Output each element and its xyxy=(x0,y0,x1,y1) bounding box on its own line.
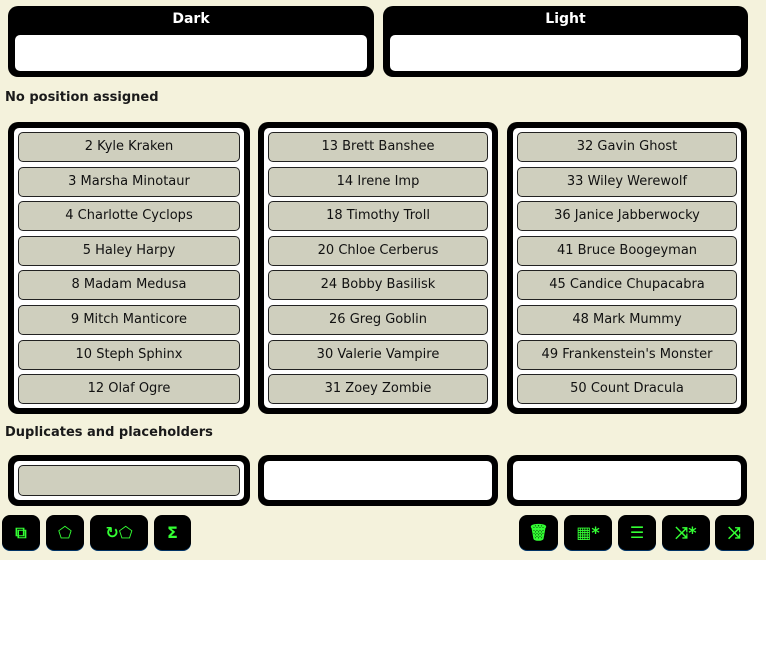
player-card[interactable]: 4 Charlotte Cyclops xyxy=(18,201,240,232)
dropzone[interactable] xyxy=(14,461,244,500)
player-card[interactable]: 31 Zoey Zombie xyxy=(268,374,488,405)
unassigned-label: No position assigned xyxy=(5,90,159,105)
player-card[interactable]: 33 Wiley Werewolf xyxy=(517,166,737,197)
player-card[interactable]: 36 Janice Jabberwocky xyxy=(517,201,737,232)
player-card[interactable]: 14 Irene Imp xyxy=(268,166,488,197)
grid-star-button[interactable]: ▦* xyxy=(564,515,612,550)
player-card[interactable]: 8 Madam Medusa xyxy=(18,270,240,301)
placeholder-card[interactable] xyxy=(18,465,240,496)
grid-star-icon: ▦* xyxy=(576,523,600,542)
sigma-icon: Σ xyxy=(167,523,178,542)
duplicates-column xyxy=(258,455,498,506)
player-card[interactable]: 26 Greg Goblin xyxy=(268,305,488,335)
duplicates-column xyxy=(507,455,747,506)
trash-button[interactable]: 🗑 xyxy=(519,515,558,550)
tag-icon: ⬠ xyxy=(58,523,72,542)
player-card[interactable]: 18 Timothy Troll xyxy=(268,201,488,232)
player-card[interactable]: 30 Valerie Vampire xyxy=(268,339,488,370)
sort-icon: ☰ xyxy=(629,523,645,542)
dropzone[interactable]: 13 Brett Banshee 14 Irene Imp 18 Timothy T… xyxy=(264,128,492,408)
app: Dark Light No position assigned 2 Kyle K… xyxy=(0,0,766,560)
player-card[interactable]: 41 Bruce Boogeyman xyxy=(517,235,737,266)
player-card[interactable]: 49 Frankenstein's Monster xyxy=(517,339,737,370)
tag-button[interactable]: ⬠ xyxy=(46,515,84,550)
trash-icon: 🗑 xyxy=(528,523,549,542)
sigma-button[interactable]: Σ xyxy=(154,515,191,550)
player-card[interactable]: 3 Marsha Minotaur xyxy=(18,166,240,197)
player-card[interactable]: 5 Haley Harpy xyxy=(18,235,240,266)
player-card[interactable]: 32 Gavin Ghost xyxy=(517,132,737,162)
duplicates-label: Duplicates and placeholders xyxy=(5,425,213,440)
duplicates-column xyxy=(8,455,250,506)
refresh-tag-icon: ↻⬠ xyxy=(105,523,133,542)
player-card[interactable]: 10 Steph Sphinx xyxy=(18,339,240,370)
player-column: 13 Brett Banshee 14 Irene Imp 18 Timothy T… xyxy=(258,122,498,414)
dropzone[interactable]: 2 Kyle Kraken 3 Marsha Minotaur 4 Charlott… xyxy=(14,128,244,408)
position-dropzone[interactable] xyxy=(390,35,741,71)
position-dropzone[interactable] xyxy=(15,35,367,71)
player-card[interactable]: 13 Brett Banshee xyxy=(268,132,488,162)
position-light: Light xyxy=(383,6,748,77)
player-card[interactable]: 12 Olaf Ogre xyxy=(18,374,240,405)
dropzone[interactable]: 32 Gavin Ghost 33 Wiley Werewolf 36 Janice… xyxy=(513,128,741,408)
player-card[interactable]: 24 Bobby Basilisk xyxy=(268,270,488,301)
player-card[interactable]: 20 Chloe Cerberus xyxy=(268,235,488,266)
dropzone[interactable] xyxy=(264,461,492,500)
copy-icon: ⧉ xyxy=(15,522,27,542)
refresh-tag-button[interactable]: ↻⬠ xyxy=(90,515,148,550)
player-card[interactable]: 9 Mitch Manticore xyxy=(18,305,240,335)
position-title: Light xyxy=(545,11,586,27)
shuffle-button[interactable]: ⤨ xyxy=(715,515,754,550)
shuffle-star-button[interactable]: ⤨* xyxy=(662,515,710,550)
shuffle-star-icon: ⤨* xyxy=(675,522,697,542)
position-title: Dark xyxy=(172,11,210,27)
player-card[interactable]: 45 Candice Chupacabra xyxy=(517,270,737,301)
player-column: 2 Kyle Kraken 3 Marsha Minotaur 4 Charlott… xyxy=(8,122,250,414)
sort-button[interactable]: ☰ xyxy=(618,515,656,550)
player-column: 32 Gavin Ghost 33 Wiley Werewolf 36 Janice… xyxy=(507,122,747,414)
position-dark: Dark xyxy=(8,6,374,77)
copy-button[interactable]: ⧉ xyxy=(2,515,40,550)
player-card[interactable]: 2 Kyle Kraken xyxy=(18,132,240,162)
shuffle-icon: ⤨ xyxy=(728,522,741,542)
dropzone[interactable] xyxy=(513,461,741,500)
player-card[interactable]: 50 Count Dracula xyxy=(517,374,737,405)
player-card[interactable]: 48 Mark Mummy xyxy=(517,305,737,335)
